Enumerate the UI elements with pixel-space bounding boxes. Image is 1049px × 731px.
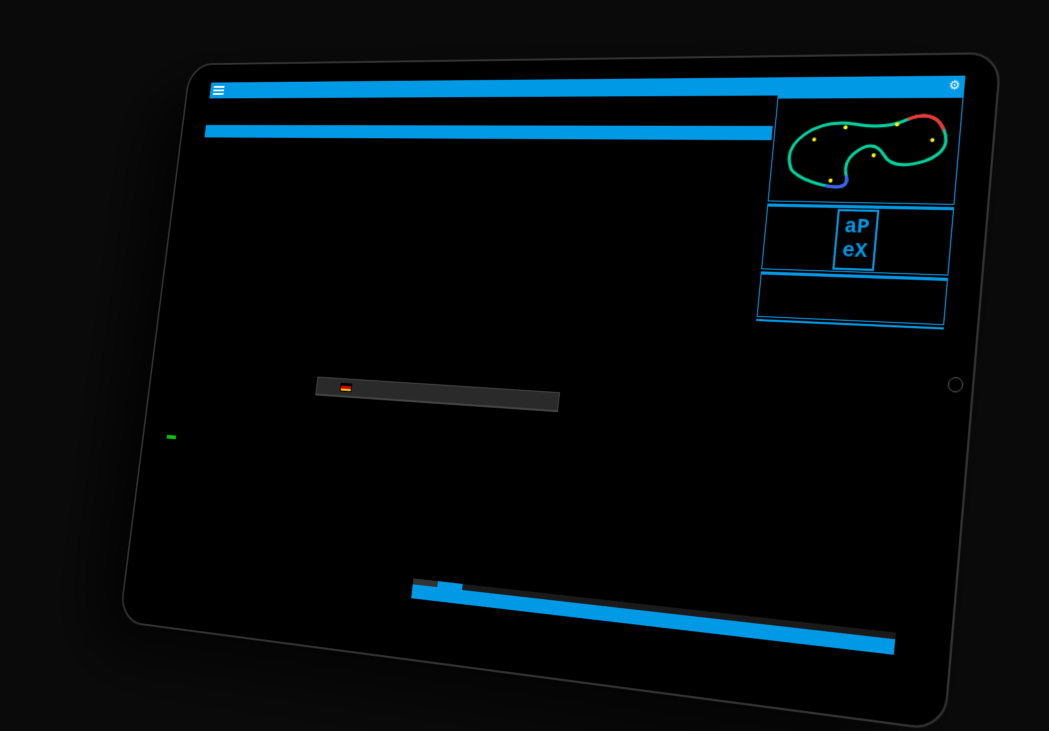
app-screen: ⚙ [145,75,965,702]
pcol-lap [427,593,462,597]
menu-icon[interactable] [212,85,224,94]
pcol-total [678,622,748,630]
apex-panel: aPeX [761,203,954,275]
light-4 [433,97,444,108]
track-panel [767,94,963,204]
driver-popup[interactable] [315,376,560,412]
tabs [412,578,895,639]
comments-body [757,274,946,324]
table-header [204,124,772,139]
start-lights [390,97,446,111]
pit-header [411,584,895,654]
track-map[interactable] [768,97,962,203]
race-clock [208,105,215,109]
tablet-frame: ⚙ [118,52,1001,731]
popup-header [316,377,559,411]
apex-logo-box: aPeX [762,206,953,274]
pcol-ontrack [526,604,591,612]
light-1 [391,97,402,108]
standings-table [204,124,772,139]
light-3 [419,97,430,108]
home-button[interactable] [947,376,964,392]
apex-logo: aPeX [832,209,879,271]
popup-flag-icon [339,382,352,391]
pcol-hour [463,597,526,604]
comments-panel [756,271,948,325]
light-2 [405,97,416,108]
side-panel: aPeX [756,94,964,329]
bottom-panel [411,578,896,654]
connected-badge [166,434,176,438]
popup-kart [320,385,335,386]
pcol-pittime [749,630,811,637]
pcol-driver [591,612,678,622]
gear-icon[interactable]: ⚙ [948,77,961,92]
